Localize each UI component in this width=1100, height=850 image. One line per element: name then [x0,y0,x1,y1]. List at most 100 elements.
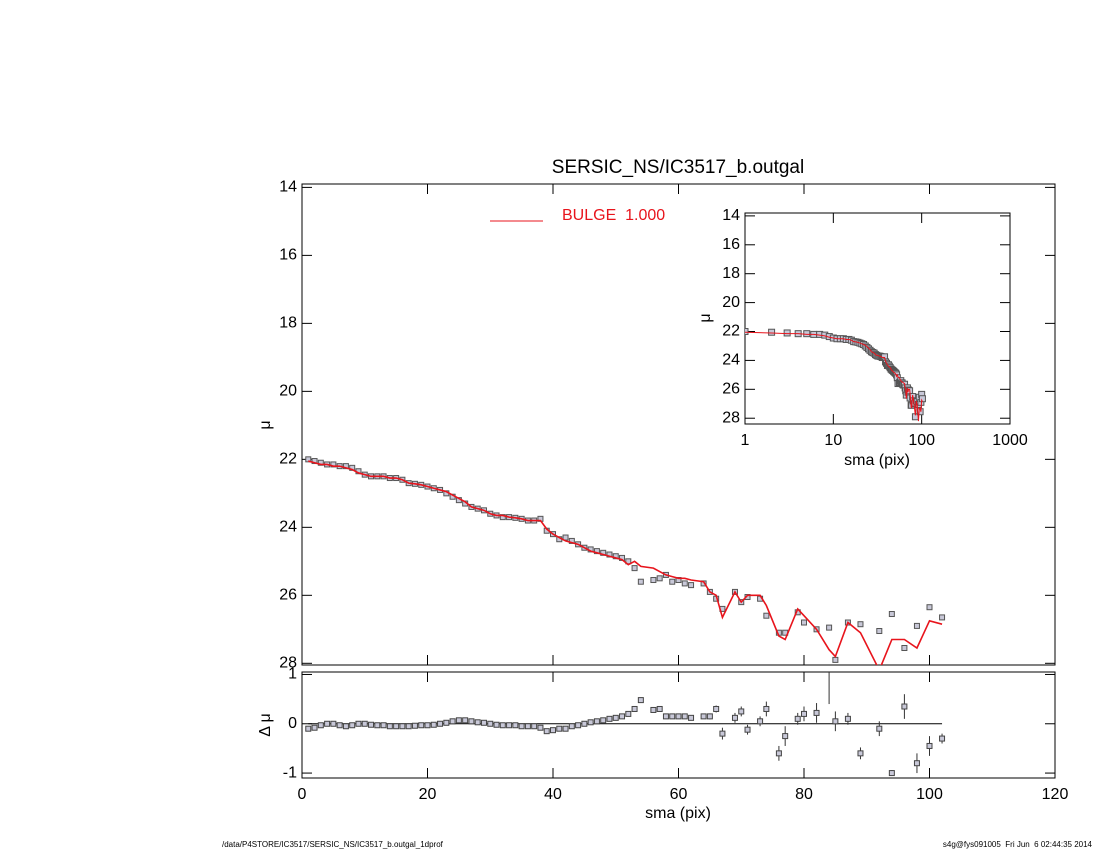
residual-point [487,720,494,727]
residual-point [587,719,594,726]
y-tick-label: 20 [722,294,740,311]
residual-point [342,723,349,730]
data-point [888,611,895,618]
model-line [308,460,943,665]
residual-point [713,705,720,712]
residual-point [418,722,425,729]
data-point [901,645,908,652]
residual-point [455,717,462,724]
plot-frame [744,212,1011,425]
x-tick-label: 20 [419,786,437,803]
residual-point [424,722,431,729]
residual-point [349,722,356,729]
residual-point [600,717,607,724]
residual-point [794,715,801,722]
residual-point [568,723,575,730]
residual-point [499,722,506,729]
residual-point [474,719,481,726]
data-point [768,328,776,336]
residual-point [913,760,920,767]
residual-point [374,722,381,729]
residual-point [575,722,582,729]
residual-point [731,714,738,721]
residual-point [512,722,519,729]
residual-point [531,723,538,730]
residual-point [738,708,745,715]
x-tick-label: 120 [1042,786,1069,803]
residual-point [386,723,393,730]
residual-point [606,715,613,722]
data-point [826,624,833,631]
residual-point [757,718,764,725]
data-point [783,329,791,337]
residual-point [926,742,933,749]
residual-point [380,722,387,729]
residual-point [581,720,588,727]
data-point [656,575,663,582]
y-axis-label: μ [697,313,714,322]
data-point [876,628,883,635]
residual-point [844,715,851,722]
data-point [330,461,337,468]
data-point [763,612,770,619]
residual-point [763,705,770,712]
residual-point [625,710,632,717]
model-line [745,331,923,422]
x-axis-label: sma (pix) [844,452,910,469]
residual-point [468,718,475,725]
residual-point [939,735,946,742]
footer-right: s4g@fys091005 Fri Jun 6 02:44:35 2014 [943,840,1093,849]
x-tick-label: 10 [824,432,842,449]
residual-point [593,718,600,725]
y-tick-label: 26 [722,381,740,398]
y-tick-label: 20 [279,383,297,400]
residual-point [688,714,695,721]
plot-area [305,672,946,777]
residual-point [324,720,331,727]
y-tick-label: 24 [722,352,740,369]
residual-point [782,733,789,740]
residual-point [876,725,883,732]
data-point [913,622,920,629]
residual-point [888,770,895,777]
residual-point [775,750,782,757]
y-tick-label: 1 [288,666,297,683]
residual-point [480,719,487,726]
data-point [688,582,695,589]
residual-point [411,722,418,729]
residual-point [399,723,406,730]
residual-point [368,721,375,728]
x-tick-label: 60 [670,786,688,803]
footer-left: /data/P4STORE/IC3517/SERSIC_NS/IC3517_b.… [222,840,444,849]
data-point [801,619,807,626]
residual-point [317,722,324,729]
data-point [637,578,644,585]
residual-point [493,721,500,728]
x-tick-label: 80 [795,786,813,803]
x-tick-label: 100 [916,786,943,803]
residual-point [336,722,343,729]
y-tick-label: 18 [722,265,740,282]
x-tick-label: 0 [298,786,307,803]
data-point [499,514,506,521]
y-axis-label: μ [257,420,274,429]
residual-point [462,717,469,724]
residual-point [562,725,569,732]
x-tick-label: 40 [544,786,562,803]
data-point [803,330,811,338]
residual-point [719,730,726,737]
residual-point [706,713,713,720]
residual-point [443,719,450,726]
residual-point [637,697,644,704]
residual-point [556,725,563,732]
residual-point [361,720,368,727]
residual-point [675,713,682,720]
residual-point [518,723,525,730]
chart-title: SERSIC_NS/IC3517_b.outgal [552,157,804,178]
residual-point [681,713,688,720]
y-tick-label: 26 [279,587,297,604]
y-tick-label: 14 [279,179,297,196]
y-tick-label: 16 [722,236,740,253]
residual-point [612,714,619,721]
